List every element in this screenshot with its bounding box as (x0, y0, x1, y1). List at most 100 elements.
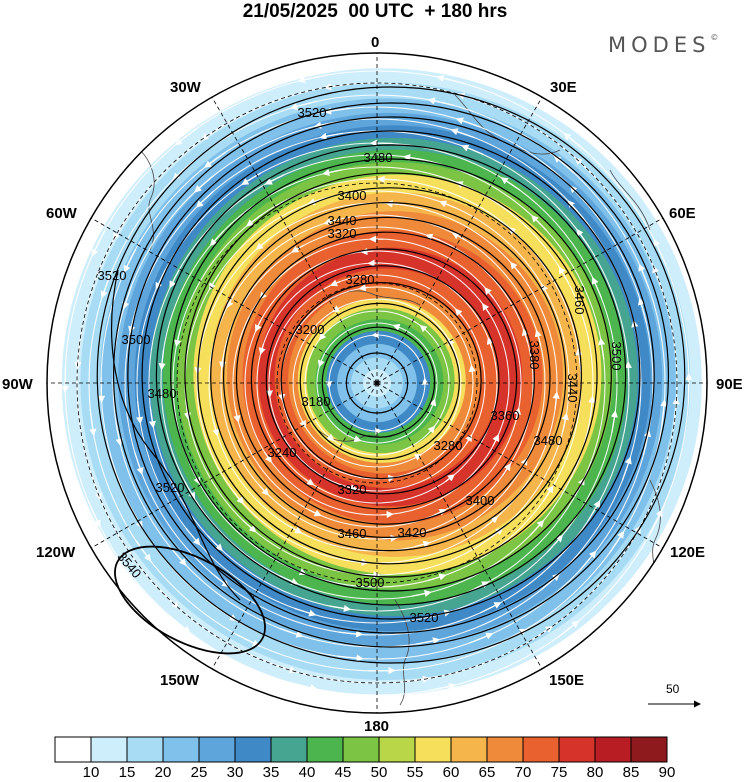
colorbar-tick-label: 70 (514, 764, 532, 781)
wind-arrow (445, 474, 456, 483)
wind-arrow (134, 539, 152, 562)
colorbar-swatch (630, 736, 668, 763)
wind-arrow (555, 620, 580, 639)
wind-arrow (264, 451, 272, 463)
wind-arrow (195, 190, 214, 208)
lon-label-150w: 150W (160, 672, 200, 689)
height-contour-6 (235, 231, 535, 525)
wind-arrow (167, 614, 191, 634)
wind-arrow (291, 244, 305, 253)
wind-arrow (89, 409, 97, 437)
wind-streamline-7 (244, 250, 510, 516)
map-title: 21/05/2025 00 UTC + 180 hrs (242, 1, 508, 22)
colorbar-tick-label: 55 (406, 764, 424, 781)
wind-arrow (621, 456, 632, 481)
wind-arrow (561, 412, 569, 431)
contour-label: 3240 (268, 445, 297, 460)
contour-label: 3460 (338, 526, 367, 541)
graticule (47, 53, 707, 713)
coastline-2 (609, 169, 651, 231)
wind-arrow (339, 630, 364, 638)
wind-arrow (255, 319, 262, 332)
colorbar-swatch (234, 736, 272, 763)
height-contour-4 (265, 265, 500, 495)
contour-label: 3520 (156, 480, 185, 495)
lon-label-150e: 150E (549, 672, 585, 689)
height-contour-16 (96, 86, 686, 664)
wind-arrow (123, 249, 137, 273)
height-contour-3 (280, 282, 482, 480)
parallel-1 (176, 182, 578, 584)
wind-arrow (358, 284, 369, 292)
wind-arrow (461, 144, 484, 156)
height-contour-2 (299, 302, 460, 460)
contour-label: 3280 (434, 438, 463, 453)
pole-marker (374, 380, 380, 386)
meridian (206, 88, 378, 384)
wind-arrow (588, 395, 596, 417)
wind-arrow (265, 386, 273, 398)
wind-arrow (563, 132, 587, 152)
colorbar-tick-label: 10 (82, 764, 100, 781)
wind-arrow (264, 174, 285, 185)
wind-arrow (241, 172, 261, 186)
brand-mark: © (710, 33, 719, 42)
wind-arrow (521, 328, 529, 344)
colorbar-swatch (342, 736, 380, 763)
wind-arrow (360, 247, 374, 256)
wind-arrow (148, 406, 156, 429)
wind-arrow (529, 519, 545, 536)
wind-arrow (427, 97, 455, 107)
wind-arrow (425, 233, 440, 241)
wind-arrow (317, 359, 325, 368)
wind-arrow (329, 279, 341, 287)
lon-label-60e: 60E (669, 205, 696, 222)
wind-arrow (100, 272, 112, 299)
wind-arrow (382, 534, 398, 542)
wind-arrow (447, 337, 455, 347)
contour-label: 3440 (328, 213, 357, 228)
wind-arrow (290, 100, 317, 111)
contour-label: 3400 (466, 493, 495, 508)
wind-arrow (233, 408, 241, 423)
wind-arrow (385, 200, 403, 208)
wind-arrow (608, 530, 625, 554)
contour-label: 3440 (565, 374, 580, 403)
wind-arrow (542, 485, 554, 503)
height-contour-7 (222, 216, 551, 538)
meridian (206, 382, 378, 678)
colorbar-swatch (594, 736, 632, 763)
lon-label-90w: 90W (2, 376, 33, 393)
wind-arrow (322, 169, 343, 177)
lon-label-30w: 30W (170, 79, 201, 96)
wind-arrow (439, 200, 457, 209)
contour-label: 3320 (338, 482, 367, 497)
colorbar-tick-label: 15 (118, 764, 136, 781)
wind-arrow (468, 632, 494, 644)
wind-arrow (500, 177, 520, 191)
wind-arrow (255, 238, 270, 250)
brand-logo: MODES© (608, 33, 718, 57)
contour-label: 3480 (534, 433, 563, 448)
wind-arrow (329, 604, 352, 612)
wind-arrow (97, 376, 106, 403)
contour-label: 3180 (302, 394, 331, 409)
wind-arrow (318, 332, 327, 341)
wind-arrow (419, 324, 428, 333)
wind-arrow (380, 510, 394, 519)
colorbar-swatch (198, 736, 236, 763)
wind-arrow (638, 263, 650, 290)
wind-arrow (210, 571, 230, 588)
wind-arrow (653, 238, 667, 266)
lon-label-120e: 120E (670, 544, 706, 561)
colorbar-tick-label: 50 (370, 764, 388, 781)
wind-arrow (465, 434, 473, 444)
contour-label: 3500 (609, 342, 624, 371)
wind-arrow (567, 200, 585, 220)
wind-arrow (402, 154, 425, 162)
wind-arrow (579, 550, 597, 571)
wind-arrow (510, 261, 522, 276)
colorbar-tick-label: 25 (190, 764, 208, 781)
wind-arrow (209, 230, 225, 247)
wind-arrow (486, 336, 494, 349)
